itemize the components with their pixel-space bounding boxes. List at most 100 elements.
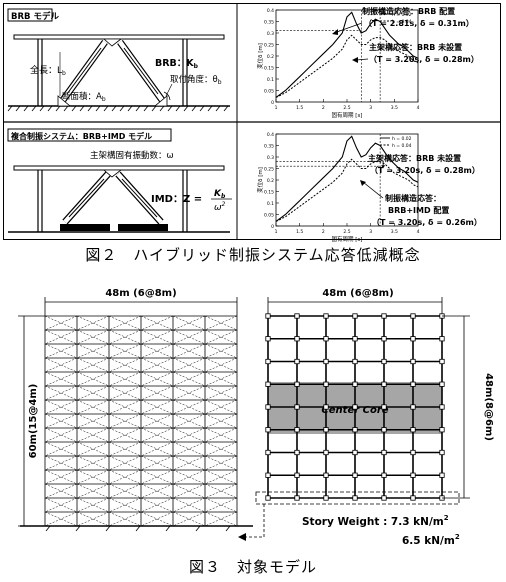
bottom-xtick-label: 1 (275, 229, 278, 235)
elevation-brace (204, 357, 238, 373)
elevation-brace (172, 399, 206, 415)
elevation-brace (44, 455, 78, 471)
figure-3-caption: 図３ 対象モデル (188, 558, 317, 576)
annot-bot-2-sub: BRB+IMD 配置 (388, 205, 449, 215)
brb-model-title: BRB モデル (11, 11, 59, 22)
plan-column-node (294, 472, 300, 478)
elevation-brace (172, 315, 206, 331)
elevation-brace (44, 511, 78, 527)
right-top-dimension: 48m (6@8m) (322, 288, 393, 299)
plan-column-node (265, 336, 271, 342)
imd-frac-num: K (214, 189, 222, 199)
plan-column-node (381, 313, 387, 319)
bottom-xlabel: 固有周期 [s] (332, 235, 363, 243)
elevation-brace (140, 413, 174, 429)
elevation-brace (140, 357, 174, 373)
elevation-brace (172, 371, 206, 387)
plan-column-node (439, 381, 445, 387)
elevation-frame: 48m (6@8m) 60m(15@4m) (18, 288, 253, 532)
elevation-brace (44, 315, 78, 331)
elevation-brace (204, 469, 238, 485)
svg-text:断面積：Ab: 断面積：Ab (62, 91, 106, 103)
elevation-brace (140, 343, 174, 359)
elevation-brace (172, 315, 206, 331)
elevation-brace (108, 385, 142, 401)
top-ylabel: 変位δ [m] (256, 43, 264, 69)
brb-k-label: BRB：K (155, 58, 194, 69)
elevation-brace (172, 497, 206, 513)
composite-brace-right (115, 171, 164, 225)
elevation-brace (44, 371, 78, 387)
plan-column-node (410, 495, 416, 501)
plan-column-node (323, 495, 329, 501)
elevation-brace (108, 343, 142, 359)
plan-column-node (410, 358, 416, 365)
elevation-brace (204, 371, 238, 387)
brb-brace-right (117, 39, 165, 103)
elevation-brace (172, 427, 206, 443)
svg-text:ω2: ω2 (214, 201, 226, 213)
elevation-brace (172, 413, 206, 429)
top-ytick-label: 0.15 (264, 66, 274, 72)
plan-column-node (352, 336, 358, 342)
elevation-brace (76, 385, 110, 401)
chart-bottom-annotations: 主架構応答：BRB 未設置 （T = 3.20s, δ = 0.28m） 制振構… (360, 153, 482, 227)
elevation-brace (44, 329, 78, 345)
elevation-brace (204, 483, 238, 499)
elevation-brace (108, 315, 142, 331)
elevation-brace (108, 399, 142, 415)
svg-text:Story Weight : 7.3 kN/m2: Story Weight : 7.3 kN/m2 (302, 514, 449, 528)
elevation-brace (172, 329, 206, 345)
elevation-brace (44, 497, 78, 513)
elevation-brace (204, 399, 238, 415)
elevation-brace (44, 455, 78, 471)
svg-text:Kb: Kb (214, 189, 226, 200)
story-weight-arrow (238, 533, 246, 541)
plan-column-node (439, 404, 445, 410)
plan-column-node (265, 404, 271, 410)
elevation-brace (108, 427, 142, 443)
bottom-ytick-label: 0.25 (264, 167, 274, 173)
plan-column-node (439, 336, 445, 342)
elevation-brace (140, 441, 174, 457)
elevation-brace (140, 413, 174, 429)
svg-text:取付角度：θb: 取付角度：θb (170, 74, 222, 86)
plan-column-node (439, 358, 445, 365)
elevation-brace (172, 427, 206, 443)
plan-column-node (265, 495, 271, 501)
plan-column-node (323, 472, 329, 478)
top-ytick-label: 0.3 (267, 31, 274, 37)
top-ytick-label: 0.4 (267, 8, 274, 14)
composite-beam (13, 165, 225, 171)
right-side-dimension: 48m(8@6m) (483, 373, 494, 441)
elevation-brace (76, 399, 110, 415)
elevation-brace (108, 483, 142, 499)
elevation-brace (204, 497, 238, 513)
elevation-brace (108, 329, 142, 345)
elevation-brace (172, 343, 206, 359)
brb-angle-arc (163, 91, 171, 101)
plan-column-node (352, 381, 358, 387)
plan-column-node (410, 427, 416, 433)
bottom-reduction-arrowhead (381, 165, 386, 169)
plan-column-node (323, 404, 329, 410)
elevation-brace (204, 315, 238, 331)
annot-bot-1: 主架構応答：BRB 未設置 (368, 153, 461, 163)
natural-freq-label: 主架構固有振動数：ω (90, 150, 174, 161)
plan-column-node (265, 472, 271, 478)
elevation-brace (172, 357, 206, 373)
elevation-brace (172, 483, 206, 499)
elevation-brace (44, 413, 78, 429)
plan-view: 48m (6@8m) Center Core 48m(8@6m) Story W… (238, 288, 494, 547)
bottom-legend-label: h = 0.04 (392, 143, 412, 149)
elevation-brace (172, 399, 206, 415)
elevation-brace (108, 371, 142, 387)
elevation-brace (140, 315, 174, 331)
elevation-brace (204, 385, 238, 401)
top-series-1 (275, 11, 419, 98)
elevation-brace (172, 343, 206, 359)
plan-column-node (294, 449, 300, 456)
elevation-brace (76, 371, 110, 387)
elevation-brace (108, 357, 142, 373)
story-weight-highlight (255, 491, 460, 505)
